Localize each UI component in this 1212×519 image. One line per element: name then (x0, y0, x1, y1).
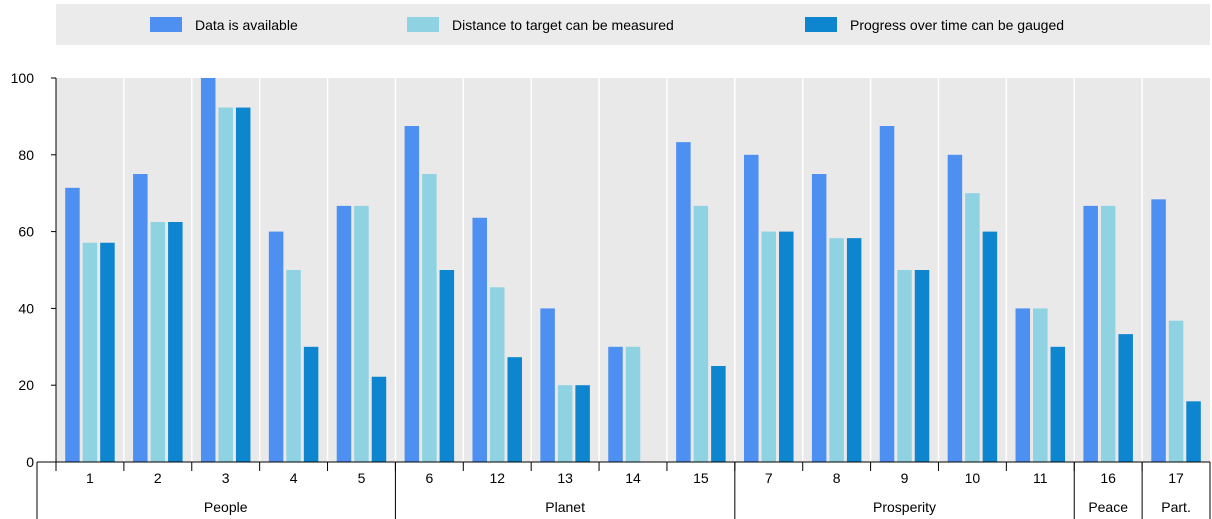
x-group-label: Prosperity (873, 499, 936, 515)
bar (1168, 320, 1184, 462)
x-category-label: 15 (693, 470, 709, 486)
y-tick-label: 80 (18, 147, 34, 163)
x-group-label: Part. (1161, 499, 1191, 515)
x-axis-categories: 1 2 3 4 5 6 12 13 14 15 7 8 9 10 11 16 17 (55, 462, 1211, 486)
x-category-label: 11 (1033, 470, 1048, 486)
x-category-label: 17 (1168, 470, 1184, 486)
bar (1015, 308, 1031, 462)
axes (37, 78, 1210, 463)
bar (947, 154, 963, 463)
bar (1186, 401, 1201, 462)
bar (1151, 199, 1166, 462)
legend-swatch (805, 17, 837, 32)
legend-background (56, 4, 1210, 45)
bar (168, 222, 183, 462)
x-category-label: 14 (625, 470, 641, 486)
y-tick-label: 100 (11, 70, 35, 86)
bar (676, 142, 691, 463)
bar (1100, 205, 1116, 462)
bar (82, 242, 98, 462)
bar (371, 376, 387, 462)
x-category-label: 1 (86, 470, 94, 486)
bar (914, 270, 930, 462)
x-category-label: 10 (965, 470, 981, 486)
y-tick-label: 60 (18, 224, 34, 240)
x-category-label: 3 (222, 470, 230, 486)
legend-swatch (150, 17, 182, 32)
legend-swatch (407, 17, 439, 32)
x-group-label: People (204, 499, 248, 515)
bar (779, 231, 794, 462)
bar (846, 238, 862, 462)
bar (693, 205, 709, 462)
x-category-label: 16 (1100, 470, 1116, 486)
bar (575, 385, 590, 462)
bar (1083, 205, 1098, 462)
x-category-label: 5 (358, 470, 366, 486)
bar (557, 385, 573, 462)
bar (65, 187, 80, 462)
bar (200, 78, 216, 462)
bar (336, 205, 352, 462)
y-tick-label: 20 (18, 377, 34, 393)
bar (218, 107, 233, 463)
x-category-label: 2 (154, 470, 162, 486)
y-axis-ticks: 0 20 40 60 80 100 (11, 70, 56, 470)
bar (625, 346, 641, 462)
y-tick-label: 0 (26, 454, 34, 470)
bar (761, 231, 777, 462)
bar (439, 270, 455, 462)
x-group-label: Planet (545, 499, 585, 515)
bar (404, 126, 420, 462)
x-category-label: 12 (489, 470, 505, 486)
bar (268, 231, 284, 462)
bar (100, 242, 115, 462)
bar (1033, 308, 1048, 462)
legend: Data is available Distance to target can … (150, 17, 1064, 33)
bar (422, 174, 437, 462)
x-category-label: 4 (290, 470, 298, 486)
bar (879, 126, 895, 462)
bar (489, 287, 505, 462)
y-tick-label: 40 (18, 300, 34, 316)
bar (354, 205, 369, 462)
bar (608, 346, 623, 462)
bar (829, 238, 844, 462)
bar (711, 366, 726, 462)
bar (150, 222, 166, 462)
bar (965, 193, 980, 462)
bar (1118, 334, 1133, 462)
x-axis-groups: People Planet Prosperity Peace Part. (36, 462, 1211, 519)
bar (286, 270, 301, 462)
bar (744, 154, 759, 463)
bar (1050, 346, 1066, 462)
x-category-label: 6 (425, 470, 433, 486)
bar (133, 174, 148, 462)
bar (811, 174, 827, 462)
x-group-label: Peace (1088, 499, 1128, 515)
bar (235, 107, 251, 463)
bars (65, 78, 1201, 463)
bar (982, 231, 998, 462)
bar (303, 346, 319, 462)
bar (507, 357, 522, 462)
legend-label: Progress over time can be gauged (850, 17, 1064, 33)
x-category-label: 7 (765, 470, 773, 486)
gridlines (123, 78, 1143, 462)
bar (897, 270, 912, 462)
bar (540, 308, 555, 462)
legend-label: Distance to target can be measured (452, 17, 674, 33)
legend-label: Data is available (195, 17, 298, 33)
x-category-label: 9 (901, 470, 909, 486)
x-category-label: 8 (833, 470, 841, 486)
bar (472, 217, 487, 462)
x-category-label: 13 (557, 470, 573, 486)
